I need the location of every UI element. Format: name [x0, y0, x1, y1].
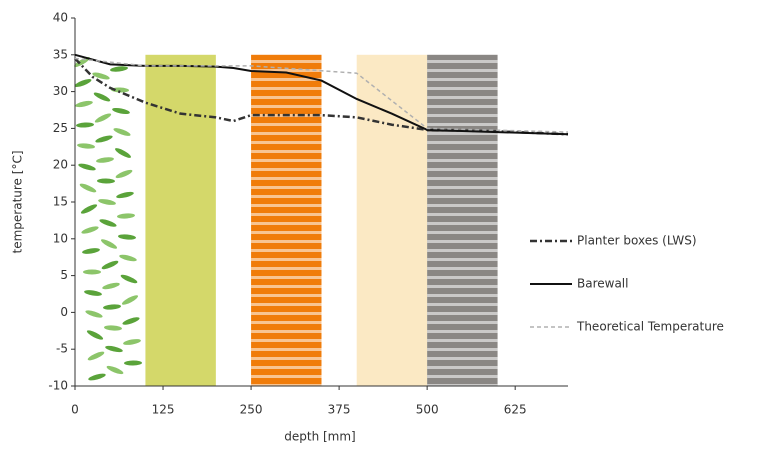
plant-leaf: [115, 168, 134, 179]
x-tick-label: 625: [504, 403, 527, 417]
y-tick-label: 35: [53, 47, 68, 61]
y-tick-label: 25: [53, 121, 68, 135]
plant-leaf: [101, 259, 120, 271]
x-tick-label: 375: [328, 403, 351, 417]
x-tick-label: 250: [240, 403, 263, 417]
layer-stripes: [251, 55, 321, 386]
plant-leaf: [78, 162, 97, 171]
plant-leaf: [75, 100, 94, 109]
plant-leaf: [117, 213, 135, 219]
plant-leaf: [94, 112, 112, 124]
plant-leaf: [77, 143, 95, 150]
plant-leaf: [122, 316, 141, 327]
plant-leaf: [112, 107, 131, 115]
plant-leaf: [106, 364, 125, 375]
plant-leaf: [96, 156, 115, 163]
y-tick-label: -10: [48, 379, 68, 393]
y-tick-label: 10: [53, 231, 68, 245]
plant-leaf: [88, 372, 107, 381]
y-tick-label: 20: [53, 158, 68, 172]
plant-leaf: [120, 273, 139, 285]
plant-leaf: [102, 281, 121, 290]
plant-leaf: [85, 309, 104, 319]
plant-leaf: [124, 360, 142, 365]
plant-leaf: [87, 350, 105, 362]
plant-leaf: [113, 127, 132, 138]
plant-leaf: [83, 270, 101, 275]
plant-leaf: [80, 203, 98, 216]
plant-leaf: [76, 122, 94, 128]
plant-leaf: [123, 338, 142, 346]
plant-leaf: [103, 304, 121, 311]
chart: depth [mm] temperature [°C] -10 -5 0 5 10 15 2…: [0, 0, 761, 450]
y-tick-label: 30: [53, 84, 68, 98]
x-tick-label: 0: [71, 403, 79, 417]
plant-leaf: [104, 325, 122, 331]
plant-leaf: [119, 253, 138, 262]
plant-leaf: [92, 71, 111, 81]
plant-leaf: [82, 247, 101, 255]
layer-band: [357, 55, 427, 386]
plant-leaf: [74, 77, 93, 88]
plant-leaf: [116, 191, 135, 200]
y-tick-label: 0: [60, 305, 68, 319]
y-tick-label: 15: [53, 195, 68, 209]
y-tick-label: 40: [53, 11, 68, 25]
layer-stripes: [427, 55, 497, 386]
x-tick-label: 500: [416, 403, 439, 417]
x-tick-label: 125: [152, 403, 175, 417]
y-axis-label: temperature [°C]: [11, 151, 25, 254]
plant-leaf: [86, 329, 104, 342]
plant-leaf: [97, 178, 115, 183]
plant-leaf: [95, 134, 114, 144]
plant-leaf: [121, 294, 139, 307]
y-tick-label: -5: [56, 342, 68, 356]
plant-leaf: [118, 234, 136, 241]
plant-leaf: [110, 65, 128, 72]
legend-label: Planter boxes (LWS): [577, 234, 697, 248]
legend-label: Barewall: [577, 277, 628, 291]
plant-leaf: [93, 91, 111, 103]
plant-leaf: [114, 146, 132, 159]
plant-leaf: [98, 198, 117, 206]
plant-leaf: [81, 225, 100, 235]
plant-leaf: [105, 345, 124, 354]
plant-leaf: [99, 218, 118, 229]
layer-band: [145, 55, 215, 386]
plant-leaf: [79, 182, 97, 194]
plant-leaf: [84, 289, 103, 297]
legend-label: Theoretical Temperature: [576, 320, 724, 334]
y-tick-label: 5: [60, 268, 68, 282]
plant-leaf: [100, 238, 118, 251]
x-axis-label: depth [mm]: [284, 430, 355, 444]
